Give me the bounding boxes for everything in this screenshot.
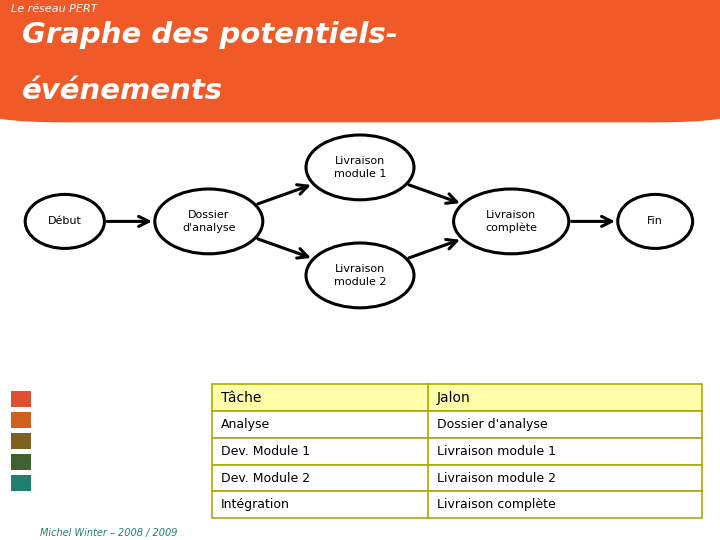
Text: Dossier d'analyse: Dossier d'analyse xyxy=(437,418,548,431)
Bar xyxy=(11,412,31,428)
Text: Livraison
complète: Livraison complète xyxy=(485,210,537,233)
Text: Livraison module 1: Livraison module 1 xyxy=(437,445,556,458)
Text: Livraison complète: Livraison complète xyxy=(437,498,556,511)
Ellipse shape xyxy=(25,194,104,248)
Text: Dev. Module 2: Dev. Module 2 xyxy=(221,471,310,484)
Bar xyxy=(11,475,31,491)
Bar xyxy=(212,438,702,464)
Ellipse shape xyxy=(454,189,569,254)
Bar xyxy=(11,391,31,407)
Text: Jalon: Jalon xyxy=(437,391,471,405)
Text: Début: Début xyxy=(48,217,82,226)
Text: Le réseau PERT: Le réseau PERT xyxy=(11,4,97,14)
FancyBboxPatch shape xyxy=(0,0,720,123)
Bar xyxy=(212,411,702,438)
Ellipse shape xyxy=(306,243,414,308)
Text: Intégration: Intégration xyxy=(221,498,290,511)
Ellipse shape xyxy=(306,135,414,200)
Bar xyxy=(11,433,31,449)
Bar xyxy=(212,491,702,518)
Text: Fin: Fin xyxy=(647,217,663,226)
Text: Analyse: Analyse xyxy=(221,418,270,431)
Text: Livraison module 2: Livraison module 2 xyxy=(437,471,556,484)
Text: Dev. Module 1: Dev. Module 1 xyxy=(221,445,310,458)
Bar xyxy=(212,384,702,411)
Text: événements: événements xyxy=(22,77,222,105)
Ellipse shape xyxy=(618,194,693,248)
Text: Michel Winter – 2008 / 2009: Michel Winter – 2008 / 2009 xyxy=(40,528,177,538)
Text: Livraison
module 1: Livraison module 1 xyxy=(334,156,386,179)
Bar xyxy=(212,464,702,491)
Ellipse shape xyxy=(155,189,263,254)
Text: Tâche: Tâche xyxy=(221,391,261,405)
Text: Graphe des potentiels-: Graphe des potentiels- xyxy=(22,22,397,49)
Text: Dossier
d'analyse: Dossier d'analyse xyxy=(182,210,235,233)
Text: Livraison
module 2: Livraison module 2 xyxy=(334,264,386,287)
Bar xyxy=(11,454,31,470)
